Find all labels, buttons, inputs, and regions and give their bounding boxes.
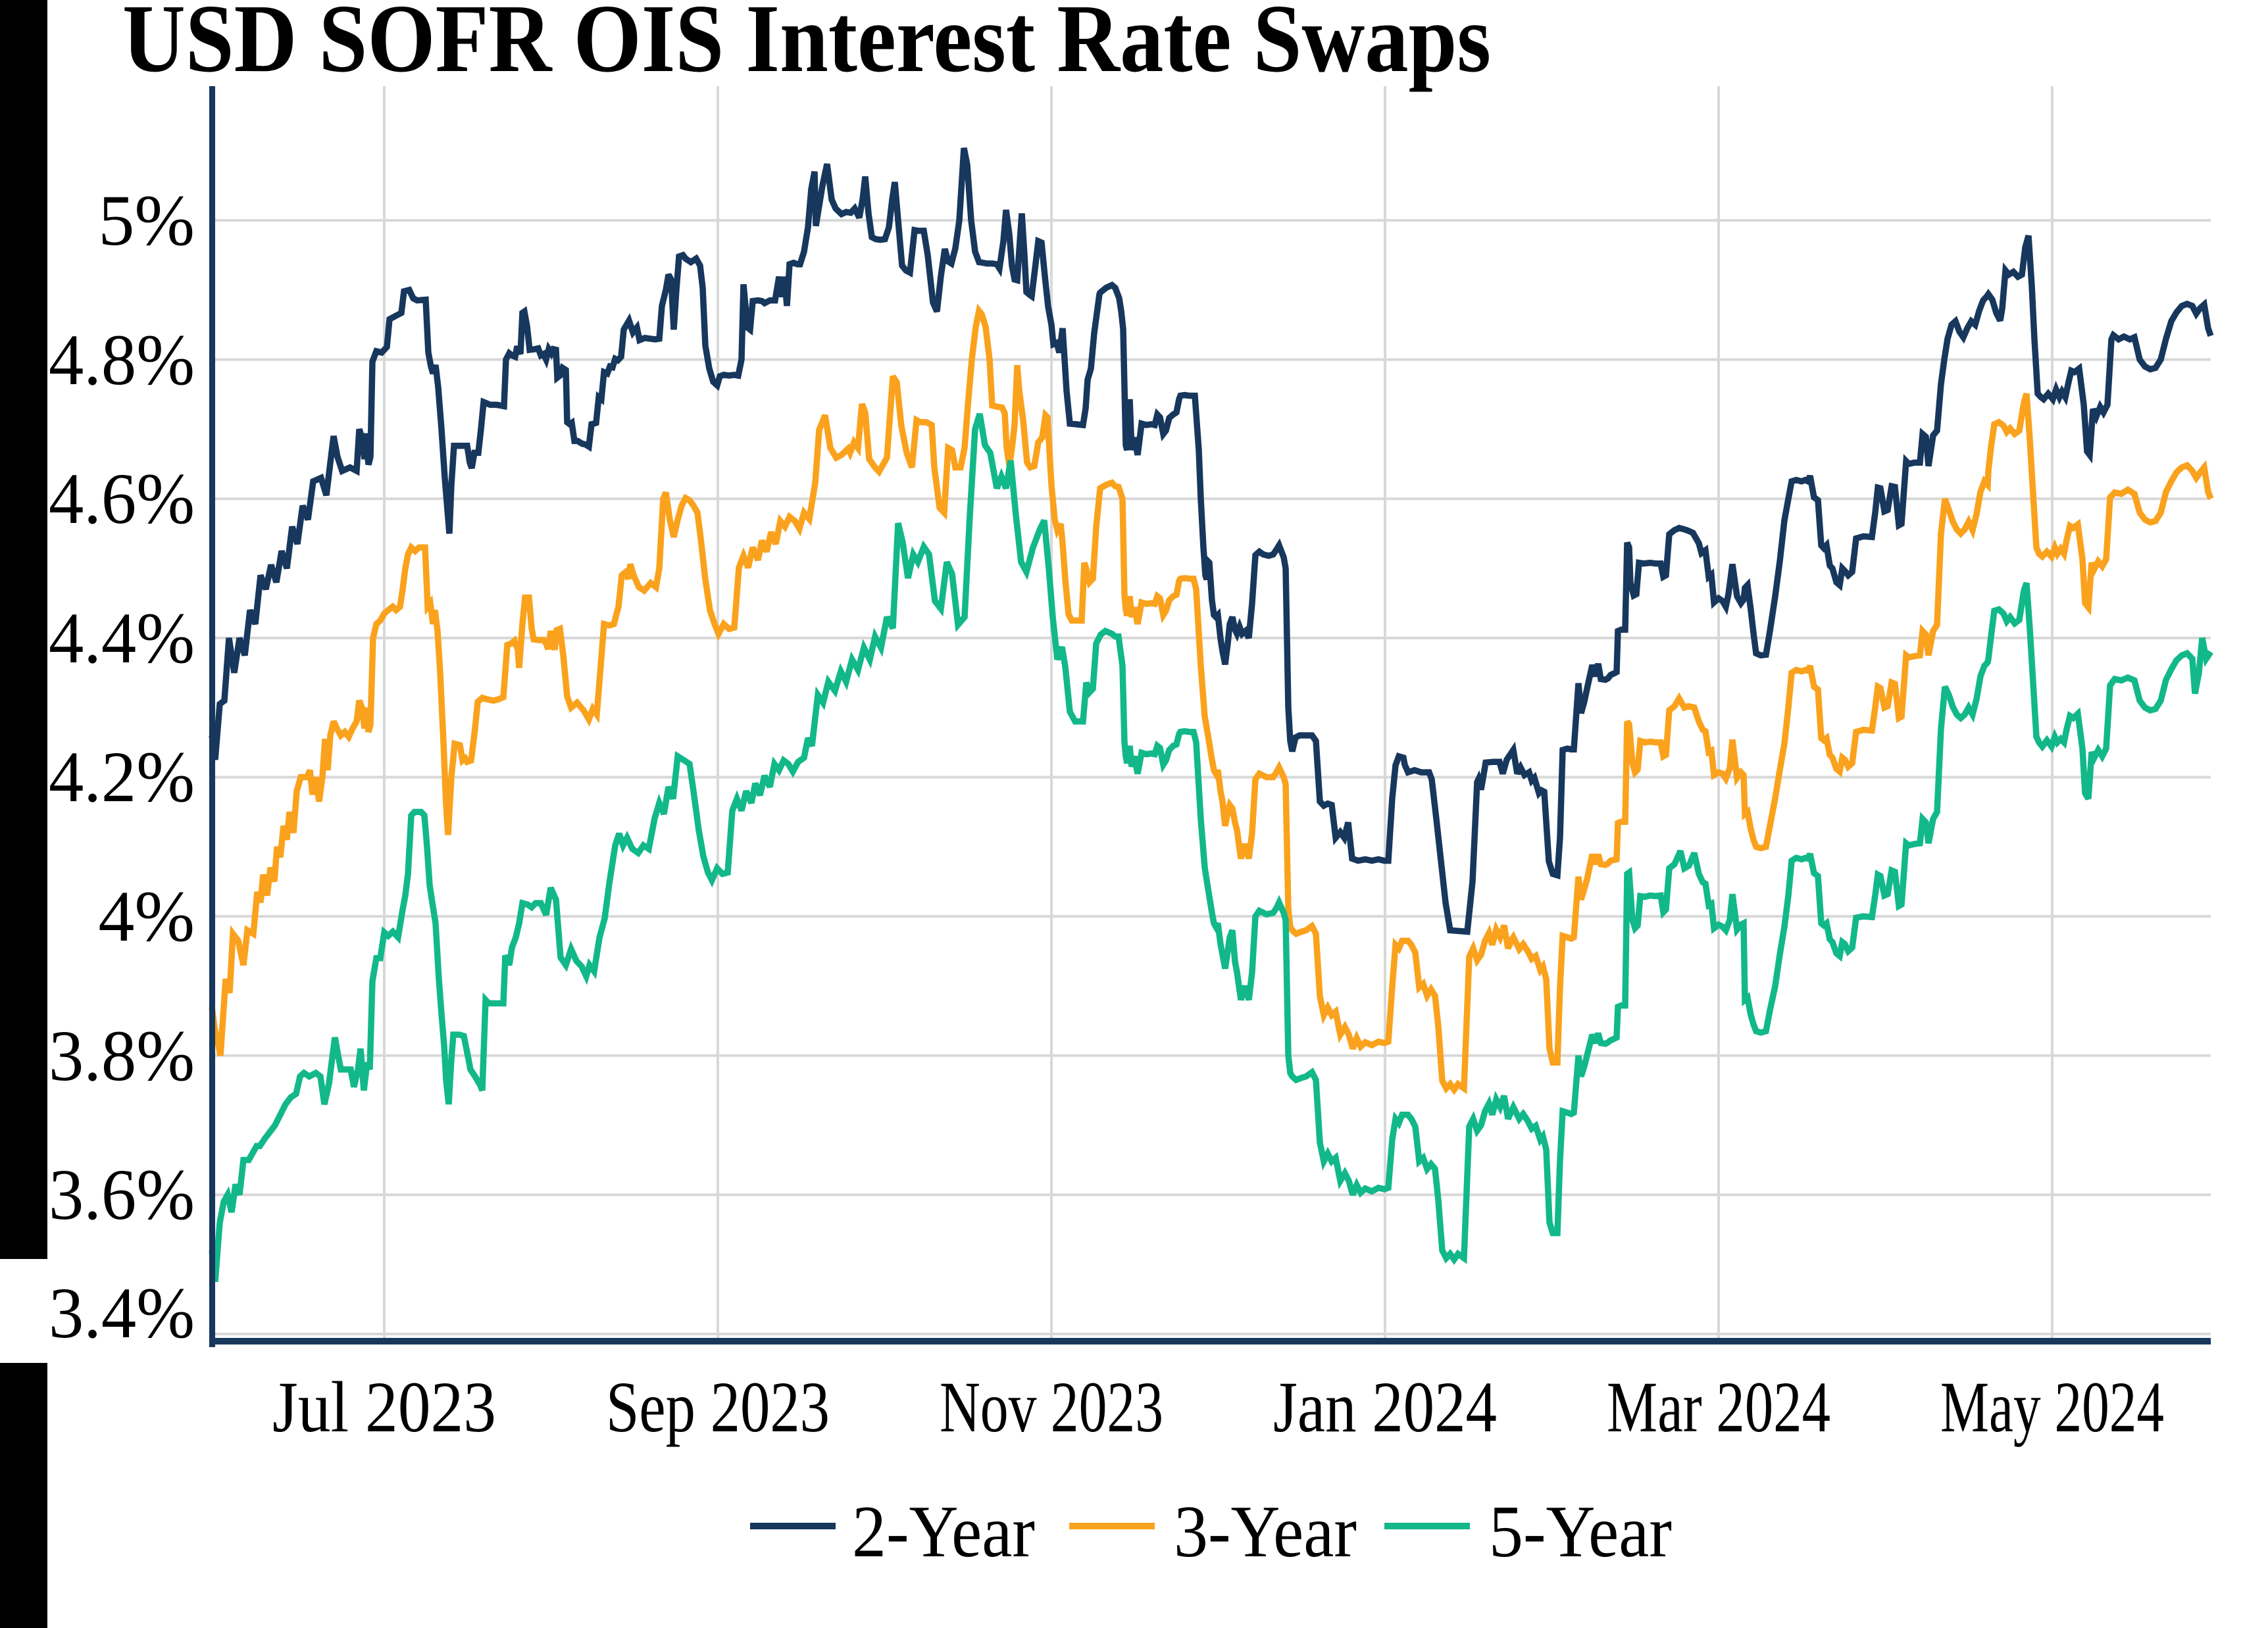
svg-text:3.8%: 3.8%	[49, 1016, 195, 1096]
svg-text:4.4%: 4.4%	[49, 598, 195, 678]
svg-text:May 2024: May 2024	[1940, 1367, 2164, 1447]
svg-text:Jan 2024: Jan 2024	[1273, 1367, 1497, 1447]
svg-text:3.4%: 3.4%	[49, 1273, 195, 1353]
svg-text:Sep 2023: Sep 2023	[606, 1367, 830, 1447]
svg-text:5-Year: 5-Year	[1489, 1491, 1672, 1573]
svg-text:4%: 4%	[98, 876, 195, 956]
svg-text:Nov 2023: Nov 2023	[940, 1367, 1163, 1447]
svg-text:Jul 2023: Jul 2023	[272, 1367, 496, 1447]
svg-text:3.6%: 3.6%	[49, 1154, 195, 1235]
svg-text:USD SOFR OIS Interest Rate Swa: USD SOFR OIS Interest Rate Swaps	[122, 0, 1491, 93]
svg-text:4.6%: 4.6%	[49, 458, 195, 539]
svg-text:4.8%: 4.8%	[49, 320, 195, 400]
svg-text:5%: 5%	[98, 180, 195, 260]
svg-text:2-Year: 2-Year	[852, 1491, 1035, 1573]
svg-text:3-Year: 3-Year	[1174, 1491, 1357, 1573]
svg-text:4.2%: 4.2%	[49, 737, 195, 817]
svg-text:Mar 2024: Mar 2024	[1607, 1367, 1830, 1447]
